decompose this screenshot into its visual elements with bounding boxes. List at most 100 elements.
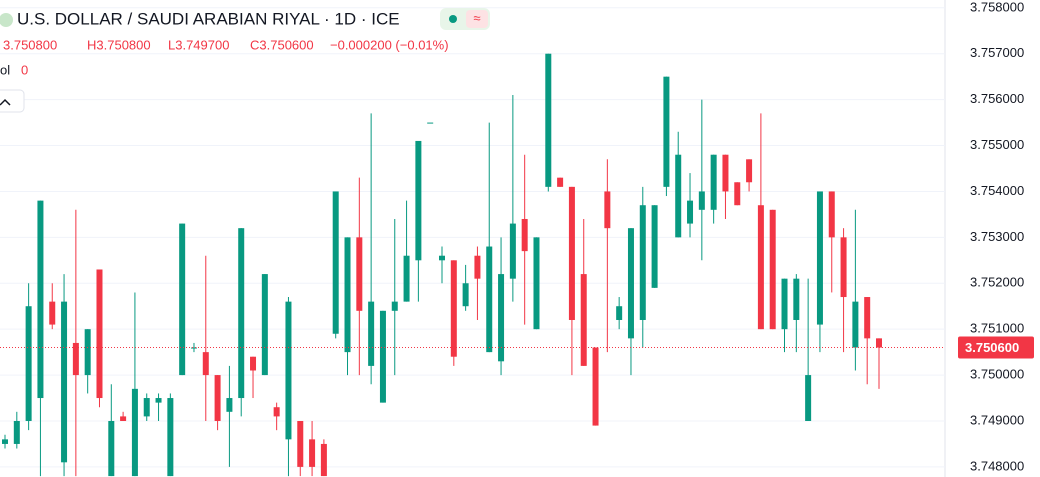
candle-body [61, 301, 68, 463]
candle-body [781, 278, 788, 330]
y-tick-label: 3.755000 [970, 137, 1024, 152]
candle-body [793, 278, 800, 320]
candle-body [320, 443, 327, 477]
candle-body [769, 209, 776, 330]
candle-body [285, 301, 292, 440]
candle-body [533, 237, 540, 330]
candle-body [592, 347, 599, 426]
candle-body [131, 388, 138, 477]
candle-body [568, 186, 575, 320]
y-tick-label: 3.756000 [970, 91, 1024, 106]
candle-body [167, 398, 174, 477]
y-tick-label: 3.749000 [970, 412, 1024, 427]
candle-body [498, 274, 505, 362]
candle-body [805, 375, 812, 421]
candle-body [474, 255, 481, 279]
chart-title: U.S. DOLLAR / SAUDI ARABIAN RIYAL · 1D ·… [17, 9, 400, 28]
candle-body [179, 223, 186, 376]
ohlc-item: C3.750600 [250, 37, 314, 52]
candle-body [675, 154, 682, 238]
candle-body [439, 255, 445, 261]
candle-body [746, 159, 753, 183]
candle-body [663, 76, 670, 187]
candle-body [143, 398, 150, 417]
status-dot [449, 15, 457, 23]
candle-body [108, 420, 115, 477]
candle-body [368, 301, 375, 366]
candle-body [864, 297, 871, 339]
candle-body [37, 200, 44, 399]
candle-body [356, 237, 363, 311]
candle-body [557, 177, 564, 187]
candle-body [734, 182, 741, 206]
volume-value: 0 [21, 62, 28, 77]
candle-body [651, 205, 658, 288]
candle-body [120, 416, 127, 421]
candle-body [616, 306, 623, 320]
candle-body [403, 255, 410, 302]
candle-body [627, 228, 634, 339]
ohlc-item: 3.750800 [3, 37, 57, 52]
candle-body [580, 274, 587, 366]
y-tick-label: 3.754000 [970, 183, 1024, 198]
ohlc-item: L3.749700 [168, 37, 229, 52]
candle-body [545, 53, 552, 187]
candle-body [521, 218, 528, 252]
candle-body [698, 191, 705, 210]
collapse-button[interactable] [0, 89, 25, 113]
candle-body [379, 310, 386, 403]
y-tick-label: 3.748000 [970, 458, 1024, 473]
candle-body [332, 191, 339, 334]
candle-body [486, 246, 493, 353]
y-tick-label: 3.751000 [970, 321, 1024, 336]
candle-body [344, 237, 351, 353]
candle-body [2, 439, 8, 444]
last-price-label: 3.750600 [965, 340, 1019, 355]
candle-body [828, 191, 835, 238]
candle-body [604, 191, 611, 229]
candle-body [816, 191, 823, 325]
candle-body [687, 200, 694, 224]
candle-body [722, 154, 729, 192]
candle-body [13, 420, 20, 444]
last-price-tag [958, 336, 1034, 359]
candle-body [391, 301, 398, 311]
candle-body [25, 306, 32, 421]
wave-icon: ≈ [473, 10, 480, 25]
candle-body [190, 347, 197, 349]
candle-body [462, 283, 469, 307]
candle-body [202, 352, 209, 376]
candle-body [96, 269, 103, 399]
candle-body [84, 329, 91, 376]
candle-body [876, 338, 882, 348]
candle-body [261, 274, 268, 376]
candle-body [757, 205, 764, 330]
candle-body [214, 375, 221, 421]
status-wave[interactable] [466, 10, 488, 28]
candle-body [238, 228, 245, 399]
candle-body [509, 223, 516, 279]
y-tick-label: 3.750000 [970, 367, 1024, 382]
y-tick-label: 3.752000 [970, 275, 1024, 290]
candle-body [639, 205, 646, 320]
candle-body [415, 140, 422, 261]
candle-body [273, 407, 280, 417]
y-tick-label: 3.753000 [970, 229, 1024, 244]
candle-body [226, 398, 233, 412]
candle-body [250, 356, 257, 371]
candle-body [309, 439, 316, 467]
volume-label: ol [0, 62, 10, 77]
candle-body [852, 301, 859, 348]
collapse-icon [0, 98, 11, 106]
candle-body [710, 154, 717, 210]
ohlc-item: −0.000200 (−0.01%) [330, 37, 449, 52]
candle-body [450, 260, 457, 357]
candle-body [72, 342, 79, 376]
candle-body [427, 122, 434, 124]
candle-body [155, 398, 162, 403]
candle-body [49, 301, 56, 325]
ohlc-legend: 3.750800 H3.750800 L3.749700 C3.750600 −0.00… [3, 37, 449, 52]
